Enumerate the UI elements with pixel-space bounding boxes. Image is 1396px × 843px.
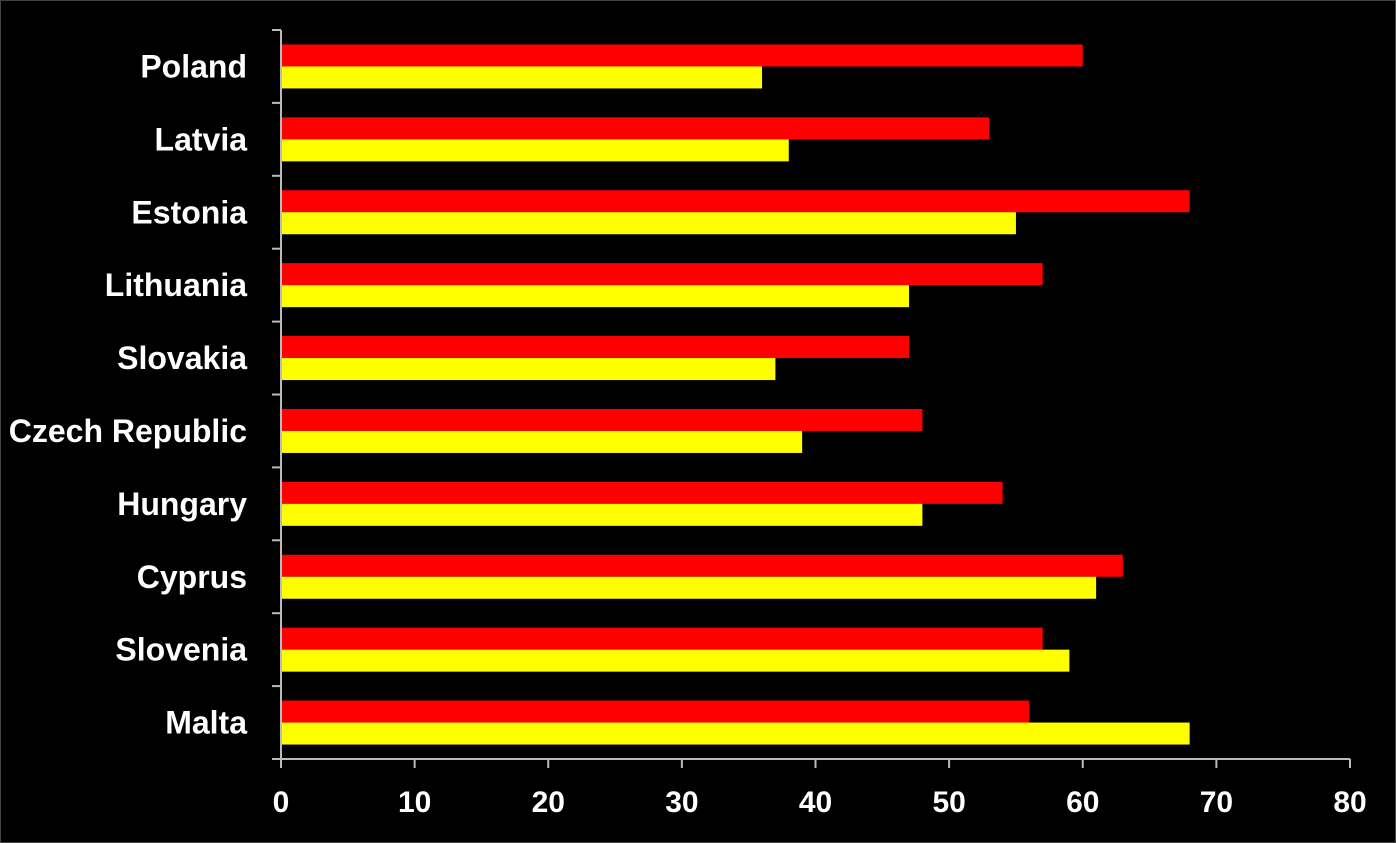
x-tick-label: 30 (665, 786, 698, 819)
bar-latvia-series-1 (281, 117, 990, 140)
bar-estonia-series-1 (281, 190, 1190, 213)
bar-slovenia-series-2 (281, 649, 1070, 672)
category-label: Poland (140, 48, 247, 84)
bar-czech-republic-series-1 (281, 408, 923, 431)
bar-latvia-series-2 (281, 139, 789, 162)
bar-lithuania-series-2 (281, 285, 910, 308)
bar-poland-series-1 (281, 44, 1083, 67)
category-label: Malta (165, 705, 247, 741)
bar-cyprus-series-2 (281, 576, 1097, 599)
x-tick-label: 20 (532, 786, 565, 819)
bar-slovenia-series-1 (281, 627, 1043, 650)
bars-group (281, 44, 1190, 745)
category-label: Estonia (131, 194, 247, 230)
bar-cyprus-series-1 (281, 554, 1123, 577)
bar-poland-series-2 (281, 66, 763, 89)
x-tick-label: 80 (1333, 786, 1366, 819)
category-label: Czech Republic (9, 413, 247, 449)
category-label: Hungary (117, 486, 247, 522)
x-tick-label: 70 (1200, 786, 1233, 819)
category-label: Slovenia (115, 632, 247, 668)
bar-estonia-series-2 (281, 212, 1016, 235)
category-label: Slovakia (117, 340, 247, 376)
x-tick-label: 0 (273, 786, 290, 819)
labels-group: Poland Latvia Estonia Lithuania Slovakia Czec… (9, 48, 1367, 819)
bar-hungary-series-2 (281, 503, 923, 526)
bar-malta-series-1 (281, 700, 1030, 723)
bar-hungary-series-1 (281, 481, 1003, 504)
category-label: Lithuania (105, 267, 247, 303)
x-tick-label: 50 (932, 786, 965, 819)
category-label: Cyprus (137, 559, 247, 595)
bar-slovakia-series-2 (281, 358, 776, 381)
x-tick-label: 60 (1066, 786, 1099, 819)
bar-lithuania-series-1 (281, 263, 1043, 286)
x-tick-label: 40 (799, 786, 832, 819)
bar-slovakia-series-1 (281, 336, 910, 359)
axes-group (272, 29, 1351, 768)
bar-czech-republic-series-2 (281, 430, 803, 453)
category-label: Latvia (155, 121, 248, 157)
bar-malta-series-2 (281, 722, 1190, 745)
x-tick-label: 10 (398, 786, 431, 819)
